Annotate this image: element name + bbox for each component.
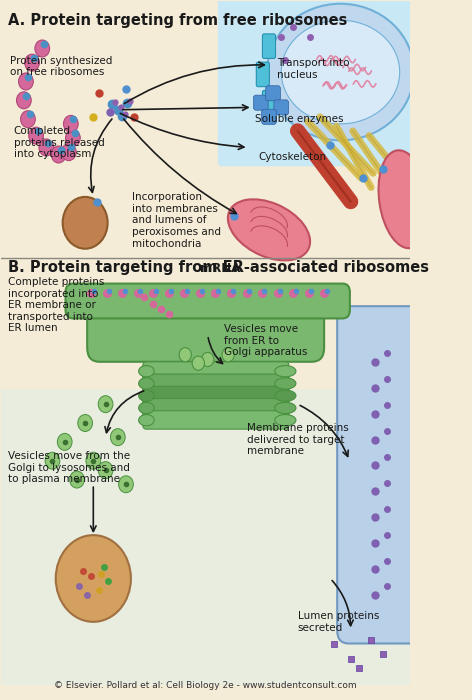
Circle shape	[179, 348, 191, 362]
Text: Membrane proteins
delivered to target
membrane: Membrane proteins delivered to target me…	[246, 423, 348, 456]
Ellipse shape	[267, 4, 414, 141]
Ellipse shape	[139, 390, 154, 401]
Circle shape	[202, 352, 214, 367]
Text: Vesicles move from the
Golgi to lysosomes and
to plasma membrane: Vesicles move from the Golgi to lysosome…	[8, 452, 130, 484]
Bar	[1, 389, 410, 685]
FancyBboxPatch shape	[262, 90, 276, 115]
Text: Protein synthesized
on free ribosomes: Protein synthesized on free ribosomes	[9, 55, 112, 77]
Circle shape	[69, 471, 84, 488]
FancyBboxPatch shape	[262, 34, 276, 58]
Circle shape	[25, 54, 39, 71]
Circle shape	[51, 146, 66, 163]
Ellipse shape	[281, 20, 400, 124]
Circle shape	[18, 73, 33, 90]
FancyBboxPatch shape	[218, 0, 414, 167]
Circle shape	[78, 414, 93, 431]
FancyBboxPatch shape	[143, 398, 289, 417]
Circle shape	[21, 111, 35, 127]
FancyBboxPatch shape	[266, 85, 280, 101]
FancyBboxPatch shape	[337, 306, 423, 643]
FancyBboxPatch shape	[143, 411, 289, 429]
Circle shape	[222, 348, 234, 362]
Circle shape	[64, 116, 78, 132]
FancyBboxPatch shape	[274, 100, 288, 115]
Ellipse shape	[275, 365, 296, 377]
Circle shape	[17, 92, 31, 108]
FancyBboxPatch shape	[143, 374, 289, 393]
Ellipse shape	[275, 402, 296, 414]
FancyBboxPatch shape	[143, 362, 289, 380]
Circle shape	[192, 356, 204, 370]
Circle shape	[39, 139, 54, 156]
Text: A. Protein targeting from free ribosomes: A. Protein targeting from free ribosomes	[8, 13, 347, 28]
Circle shape	[98, 395, 113, 413]
Circle shape	[58, 433, 72, 450]
FancyBboxPatch shape	[253, 95, 268, 110]
Ellipse shape	[275, 414, 296, 426]
Circle shape	[66, 130, 80, 146]
Text: Transport into
nucleus: Transport into nucleus	[277, 58, 350, 80]
Circle shape	[61, 144, 76, 160]
FancyBboxPatch shape	[66, 284, 350, 318]
Circle shape	[98, 461, 113, 479]
Text: © Elsevier. Pollard et al: Cell Biology 2e - www.studentconsult.com: © Elsevier. Pollard et al: Cell Biology …	[54, 681, 357, 690]
Circle shape	[29, 127, 43, 144]
Circle shape	[35, 40, 50, 57]
Circle shape	[118, 476, 134, 493]
Ellipse shape	[139, 414, 154, 426]
Circle shape	[110, 428, 125, 446]
Text: B. Protein targeting from ER-associated ribosomes: B. Protein targeting from ER-associated …	[8, 260, 429, 276]
Text: mRNA: mRNA	[200, 262, 240, 276]
FancyBboxPatch shape	[261, 109, 276, 125]
Circle shape	[45, 452, 60, 469]
Text: Complete proteins
incorporated into
ER membrane or
transported into
ER lumen: Complete proteins incorporated into ER m…	[8, 277, 104, 333]
Ellipse shape	[228, 199, 310, 260]
Ellipse shape	[275, 378, 296, 389]
Text: Completed
proteins released
into cytoplasm: Completed proteins released into cytopla…	[14, 126, 104, 160]
Text: Incorporation
into membranes
and lumens of
peroxisomes and
mitochondria: Incorporation into membranes and lumens …	[132, 193, 221, 248]
Ellipse shape	[139, 402, 154, 414]
Text: Lumen proteins
secreted: Lumen proteins secreted	[297, 612, 379, 633]
Text: Cytoskeleton: Cytoskeleton	[259, 152, 327, 162]
Ellipse shape	[139, 378, 154, 389]
FancyBboxPatch shape	[143, 386, 289, 405]
Ellipse shape	[379, 150, 429, 248]
Circle shape	[86, 452, 101, 469]
FancyBboxPatch shape	[256, 62, 270, 87]
FancyBboxPatch shape	[87, 284, 324, 362]
Ellipse shape	[139, 365, 154, 377]
Text: Soluble enzymes: Soluble enzymes	[255, 115, 343, 125]
Circle shape	[63, 197, 108, 248]
Circle shape	[56, 535, 131, 622]
Text: Vesicles move
from ER to
Golgi apparatus: Vesicles move from ER to Golgi apparatus	[224, 324, 307, 357]
Ellipse shape	[275, 390, 296, 401]
